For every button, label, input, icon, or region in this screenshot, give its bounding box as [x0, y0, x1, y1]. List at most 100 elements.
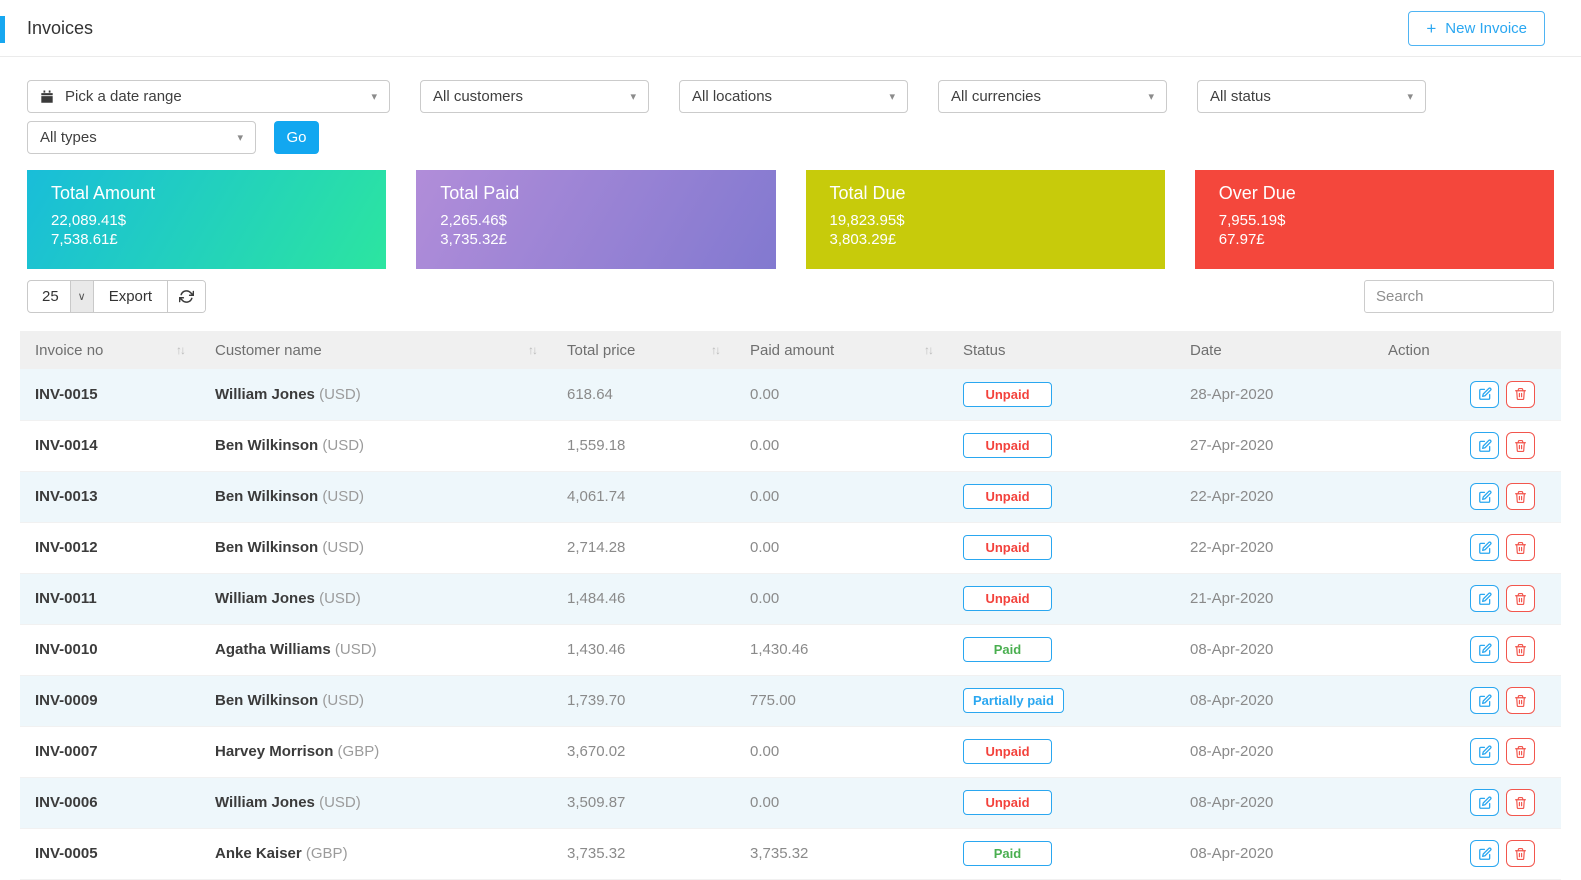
edit-button[interactable]	[1470, 585, 1499, 612]
over-due-card: Over Due 7,955.19$ 67.97£	[1194, 170, 1554, 269]
customer-name: Ben Wilkinson	[215, 488, 319, 505]
delete-button[interactable]	[1506, 738, 1535, 765]
edit-icon	[1478, 387, 1492, 401]
go-button[interactable]: Go	[274, 121, 319, 154]
delete-button[interactable]	[1506, 585, 1535, 612]
refresh-icon	[179, 289, 195, 304]
status-badge: Unpaid	[963, 433, 1052, 458]
column-header-status: Status	[948, 331, 1175, 369]
edit-icon	[1478, 540, 1492, 554]
total-price: 1,484.46	[552, 573, 735, 625]
status-badge: Unpaid	[963, 484, 1052, 509]
page-size-select[interactable]: 25 ∨	[28, 281, 93, 312]
table-row: INV-0014 Ben Wilkinson (USD) 1,559.18 0.…	[20, 420, 1561, 472]
total-price: 2,714.28	[552, 522, 735, 574]
paid-amount: 0.00	[735, 573, 948, 625]
delete-button[interactable]	[1506, 380, 1535, 408]
edit-button[interactable]	[1470, 534, 1499, 561]
table-controls: 25 ∨ Export	[27, 280, 1554, 313]
edit-button[interactable]	[1470, 432, 1499, 459]
types-select[interactable]: All types ▾	[27, 121, 256, 154]
table-row: INV-0010 Agatha Williams (USD) 1,430.46 …	[20, 624, 1561, 676]
edit-icon	[1478, 795, 1492, 809]
total-price: 3,509.87	[552, 777, 735, 829]
currencies-select[interactable]: All currencies ▾	[938, 80, 1167, 113]
delete-icon	[1515, 745, 1526, 758]
customer-currency: (USD)	[322, 692, 365, 709]
delete-button[interactable]	[1506, 687, 1535, 714]
delete-button[interactable]	[1506, 840, 1535, 867]
delete-button[interactable]	[1506, 432, 1535, 459]
column-header-total-price[interactable]: Total price ↑↓	[552, 331, 735, 369]
locations-select[interactable]: All locations ▾	[679, 80, 908, 113]
customer-name: William Jones	[215, 590, 315, 607]
customer-currency: (GBP)	[337, 743, 380, 760]
filter-row-2: All types ▾ Go	[27, 121, 1554, 154]
card-gbp-value: 3,803.29£	[829, 231, 897, 248]
column-label: Status	[963, 341, 1006, 359]
status-badge: Unpaid	[963, 790, 1052, 815]
title-accent-bar	[0, 16, 5, 43]
table-row: INV-0013 Ben Wilkinson (USD) 4,061.74 0.…	[20, 471, 1561, 523]
plus-icon: +	[1426, 18, 1437, 38]
customer-currency: (USD)	[334, 641, 377, 658]
customer-name: William Jones	[215, 794, 315, 811]
edit-button[interactable]	[1470, 380, 1499, 408]
new-invoice-button[interactable]: + New Invoice	[1408, 10, 1545, 46]
status-badge: Paid	[963, 637, 1052, 662]
column-label: Total price	[567, 341, 636, 359]
chevron-down-icon: ▾	[630, 91, 636, 103]
card-title: Over Due	[1218, 183, 1296, 203]
delete-button[interactable]	[1506, 483, 1535, 510]
edit-button[interactable]	[1470, 483, 1499, 510]
edit-button[interactable]	[1470, 636, 1499, 663]
table-header: Invoice no ↑↓ Customer name ↑↓ Total price ↑↓…	[20, 331, 1561, 369]
total-amount-card: Total Amount 22,089.41$ 7,538.61£	[27, 170, 387, 269]
table-row: INV-0005 Anke Kaiser (GBP) 3,735.32 3,73…	[20, 828, 1561, 880]
chevron-down-icon: ▾	[237, 132, 243, 144]
refresh-button[interactable]	[167, 281, 206, 312]
export-button[interactable]: Export	[92, 281, 168, 312]
delete-button[interactable]	[1506, 789, 1535, 816]
total-price: 3,670.02	[552, 726, 735, 778]
paid-amount: 0.00	[735, 369, 948, 421]
status-select[interactable]: All status ▾	[1197, 80, 1426, 113]
column-header-paid-amount[interactable]: Paid amount ↑↓	[735, 331, 948, 369]
invoice-number: INV-0012	[35, 539, 98, 556]
delete-button[interactable]	[1506, 534, 1535, 561]
row-actions	[1388, 432, 1549, 459]
row-actions	[1388, 636, 1549, 663]
edit-button[interactable]	[1470, 840, 1499, 867]
filter-row-1: Pick a date range ▾ All customers ▾ All …	[27, 80, 1554, 113]
chevron-down-icon: ▾	[371, 91, 377, 103]
status-badge: Unpaid	[963, 739, 1052, 764]
column-header-invoice-no[interactable]: Invoice no ↑↓	[20, 331, 200, 369]
paid-amount: 0.00	[735, 522, 948, 574]
column-label: Date	[1190, 341, 1222, 359]
invoices-table: Invoice no ↑↓ Customer name ↑↓ Total price ↑↓…	[20, 331, 1561, 880]
sort-icon[interactable]: ↑↓	[528, 343, 538, 357]
paid-amount: 1,430.46	[735, 624, 948, 676]
edit-button[interactable]	[1470, 789, 1499, 816]
sort-icon[interactable]: ↑↓	[711, 343, 721, 357]
delete-button[interactable]	[1506, 636, 1535, 663]
column-header-customer-name[interactable]: Customer name ↑↓	[200, 331, 552, 369]
card-title: Total Paid	[440, 183, 520, 203]
invoice-date: 08-Apr-2020	[1175, 675, 1373, 727]
currencies-label: All currencies	[951, 88, 1042, 105]
sort-icon[interactable]: ↑↓	[176, 343, 186, 357]
row-actions	[1388, 585, 1549, 612]
column-label: Action	[1388, 341, 1430, 359]
search-input[interactable]	[1364, 280, 1554, 313]
delete-icon	[1515, 490, 1526, 503]
edit-button[interactable]	[1470, 738, 1499, 765]
date-range-select[interactable]: Pick a date range ▾	[27, 80, 390, 113]
customer-name: Ben Wilkinson	[215, 437, 319, 454]
card-usd-value: 7,955.19$	[1218, 212, 1286, 229]
table-row: INV-0011 William Jones (USD) 1,484.46 0.…	[20, 573, 1561, 625]
sort-icon[interactable]: ↑↓	[924, 343, 934, 357]
customer-currency: (GBP)	[305, 845, 348, 862]
customers-select[interactable]: All customers ▾	[420, 80, 649, 113]
edit-button[interactable]	[1470, 687, 1499, 714]
status-badge: Unpaid	[963, 381, 1052, 407]
